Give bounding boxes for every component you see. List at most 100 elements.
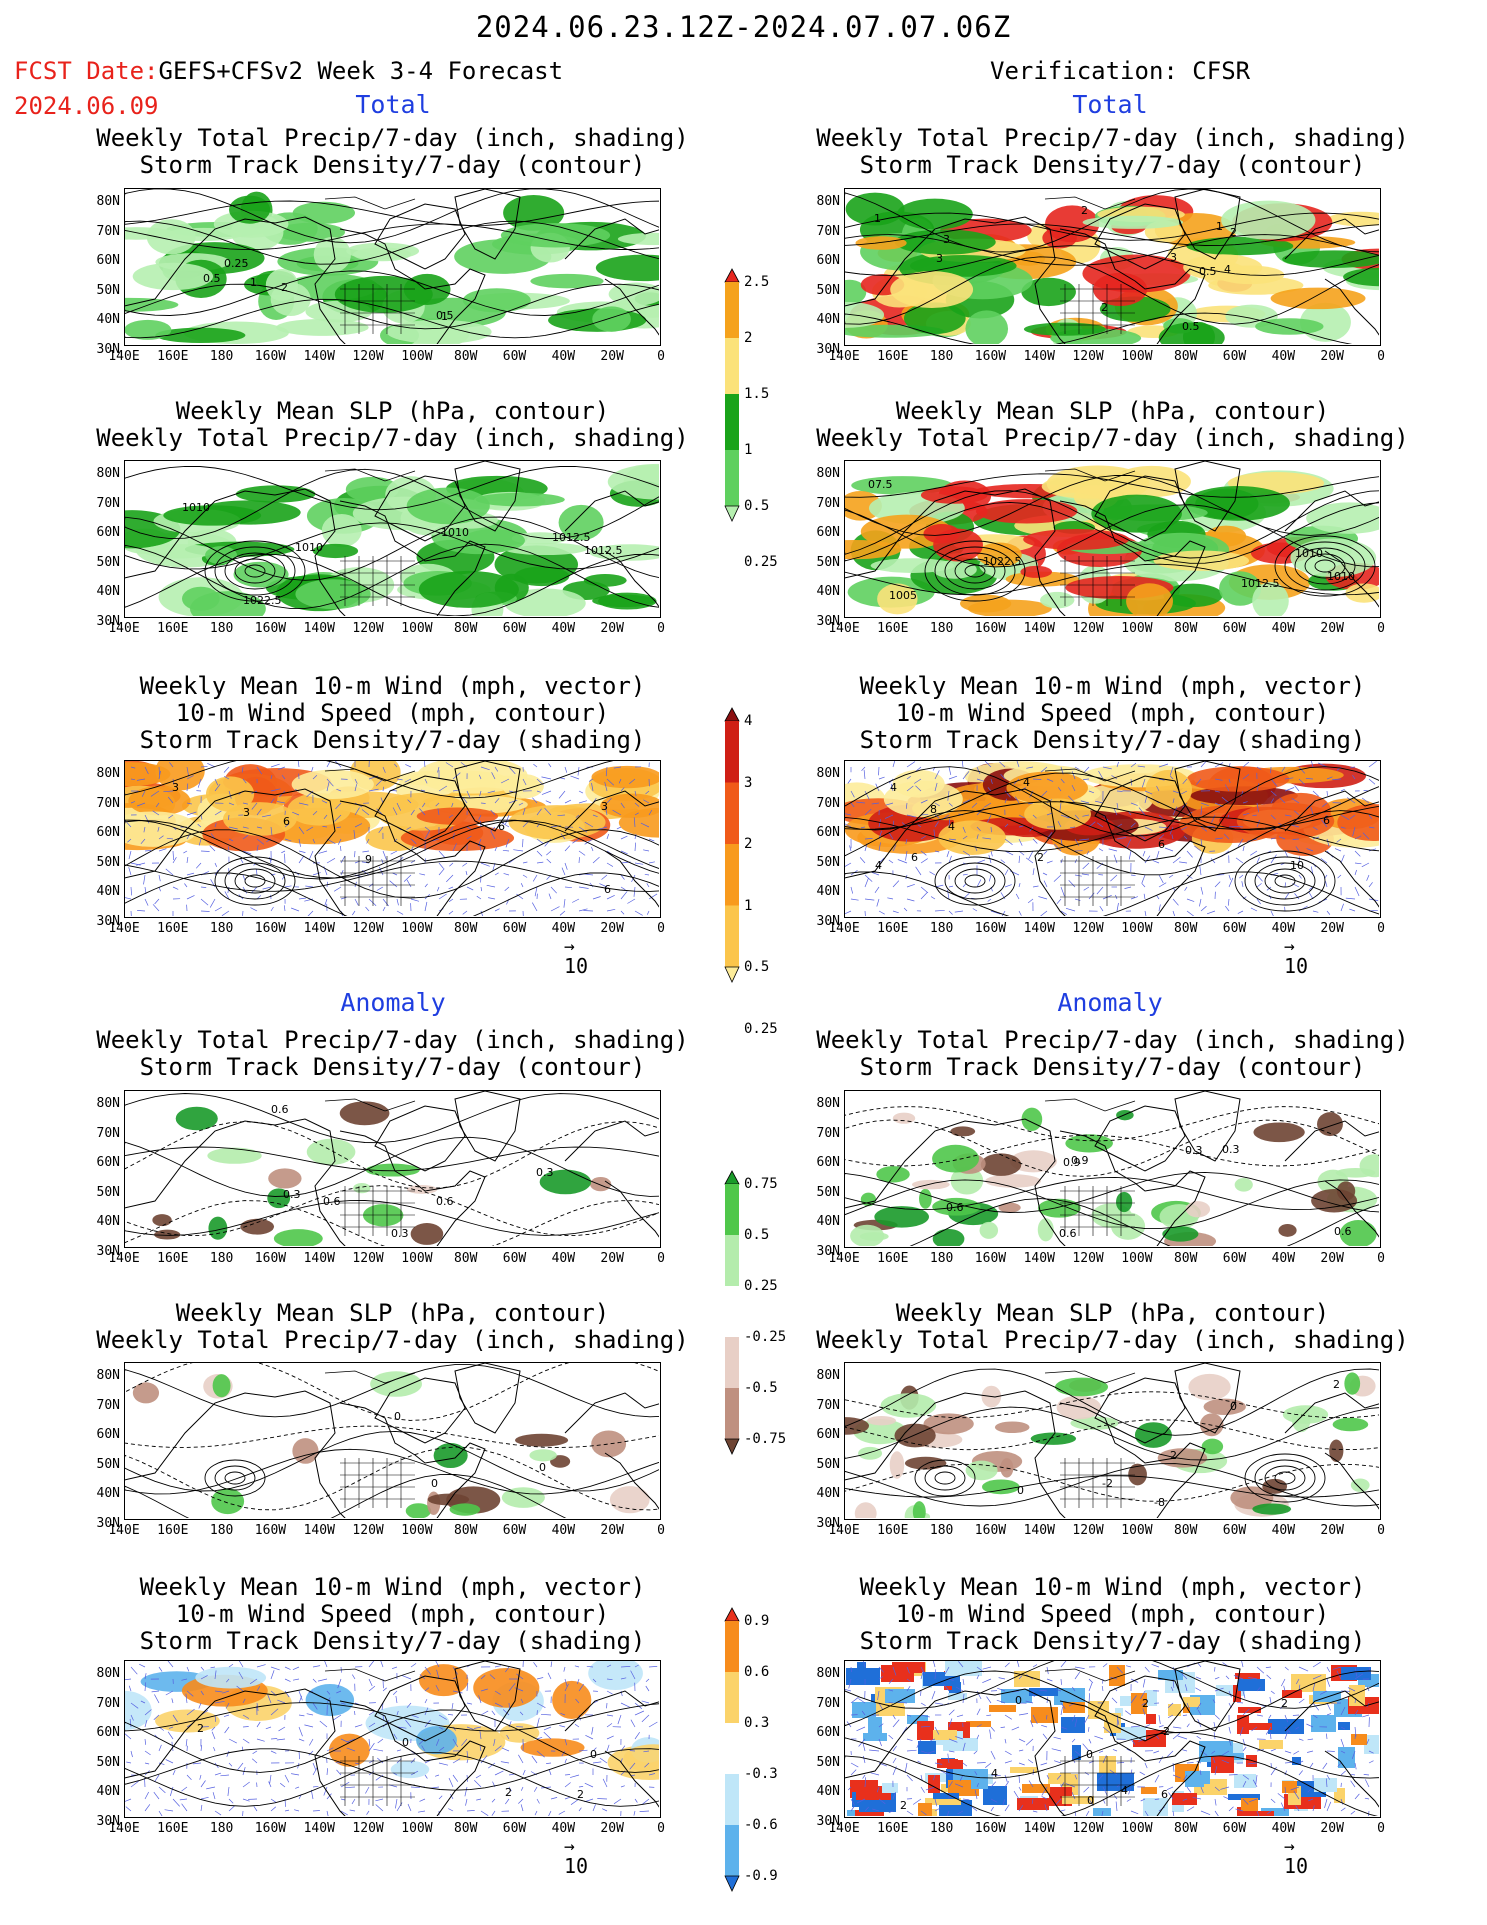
panel-3-contour-label: 1022.5 <box>243 594 282 607</box>
lon-tick-label: 120W <box>1072 1821 1104 1836</box>
lat-tick-label: 80N <box>96 466 120 481</box>
verification-label: Verification: CFSR <box>990 57 1251 85</box>
lat-tick-label: 40N <box>816 312 840 327</box>
panel-8-title-line-2: Storm Track Density/7-day (contour) <box>859 1053 1366 1081</box>
panel-12-contour-label: 2 <box>1142 1697 1149 1710</box>
lon-tick-label: 0 <box>657 1251 665 1266</box>
panel-12-title-line-1: Weekly Mean 10-m Wind (mph, vector) <box>859 1573 1366 1601</box>
panel-11-contour-label: 2 <box>577 1788 584 1801</box>
panel-8-contour-label: 0.3 <box>1222 1143 1240 1156</box>
panel-10-contour-label: 0 <box>1230 1400 1237 1413</box>
lat-tick-label: 70N <box>96 223 120 239</box>
lon-tick-label: 80W <box>453 921 478 936</box>
panel-3-title-line-1: Weekly Mean SLP (hPa, contour) <box>175 397 610 425</box>
lon-tick-label: 160W <box>254 921 287 936</box>
lon-tick-label: 160W <box>974 1821 1007 1836</box>
lat-tick-label: 30N <box>96 1813 120 1829</box>
lat-tick-label: 80N <box>96 1368 120 1383</box>
colorbar-precip_total-label: 0.5 <box>744 498 770 514</box>
panel-8-title-line-1: Weekly Total Precip/7-day (inch, shading… <box>816 1026 1409 1054</box>
lon-tick-label: 0 <box>657 1523 665 1538</box>
lat-tick-label: 40N <box>816 584 840 599</box>
lat-tick-label: 30N <box>816 1813 840 1829</box>
panel-2-contour-label: 3 <box>1170 251 1177 264</box>
lon-tick-label: 180 <box>209 1821 234 1836</box>
lon-tick-label: 120W <box>352 1523 384 1538</box>
lon-tick-label: 0 <box>1377 1523 1385 1538</box>
lat-tick-label: 80N <box>96 766 120 781</box>
lat-tick-label: 30N <box>816 1243 840 1259</box>
lon-tick-label: 160E <box>877 921 909 936</box>
lon-tick-label: 100W <box>1121 1251 1153 1266</box>
section-total-left: Total <box>355 90 431 119</box>
map-panel-11-graphic: 2 0 2 0 2 <box>125 1661 659 1816</box>
map-panel-1: 1 2 0.5 0.5 0.25 1 <box>124 188 661 346</box>
lon-tick-label: 160E <box>157 1821 189 1836</box>
lat-tick-label: 50N <box>816 554 840 570</box>
lon-tick-label: 140E <box>108 1821 140 1836</box>
lat-tick-label: 40N <box>96 884 120 899</box>
lon-tick-label: 120W <box>1072 349 1104 364</box>
lat-tick-label: 60N <box>816 1725 840 1740</box>
vector-reference-value: 10 <box>564 1854 589 1878</box>
lon-tick-label: 140E <box>828 1821 860 1836</box>
panel-9-title-line-2: Weekly Total Precip/7-day (inch, shading… <box>96 1326 689 1354</box>
panel-9-title-line-1: Weekly Mean SLP (hPa, contour) <box>175 1299 610 1327</box>
colorbar-precip_anom-label: -0.25 <box>744 1329 787 1345</box>
lon-tick-label: 60W <box>1222 1523 1247 1538</box>
panel-3-contour-label: 1012.5 <box>584 544 623 557</box>
panel-2-contour-label: 3 <box>936 252 943 265</box>
panel-5-title-line-2: 10-m Wind Speed (mph, contour) <box>175 699 610 727</box>
lon-tick-label: 80W <box>453 1251 478 1266</box>
lat-tick-label: 80N <box>816 1368 840 1383</box>
panel-1-contour-label: 0.25 <box>224 257 249 270</box>
colorbar-precip_anom-label: -0.5 <box>744 1380 778 1396</box>
lat-tick-label: 80N <box>96 1096 120 1111</box>
colorbar-precip_anom <box>724 1170 740 1455</box>
panel-6-contour-label: 4 <box>890 781 897 794</box>
lon-tick-label: 120W <box>352 349 384 364</box>
lon-tick-label: 180 <box>929 621 954 636</box>
panel-2-contour-label: 0.5 <box>1199 265 1217 278</box>
colorbar-precip_total <box>724 268 740 522</box>
panel-10-contour-label: 0 <box>1017 1484 1024 1497</box>
fcst-label-text: FCST Date: <box>14 57 159 85</box>
lat-tick-label: 60N <box>96 1427 120 1442</box>
panel-12-title-line-3: Storm Track Density/7-day (shading) <box>859 1627 1366 1655</box>
lon-tick-label: 140E <box>828 1251 860 1266</box>
lon-tick-label: 140W <box>303 349 335 364</box>
lon-tick-label: 140E <box>108 349 140 364</box>
map-panel-8: 0.6 0.9 0.3 0.9 0.6 0.3 0.6 <box>844 1090 1381 1248</box>
colorbar-storm_anom-label: -0.9 <box>744 1868 778 1884</box>
lat-tick-label: 40N <box>96 1214 120 1229</box>
map-panel-4: 1010 1012.5 1005 1022.5 1010 07.5 <box>844 460 1381 618</box>
lon-tick-label: 160W <box>974 1251 1007 1266</box>
lat-tick-label: 70N <box>96 1397 120 1413</box>
colorbar-storm_total-label: 4 <box>744 713 753 729</box>
panel-12-contour-label: 4 <box>1121 1784 1128 1797</box>
panel-12-contour-label: 0 <box>1086 1748 1093 1761</box>
lon-tick-label: 160W <box>974 621 1007 636</box>
lon-tick-label: 140E <box>108 621 140 636</box>
lon-tick-label: 60W <box>502 621 527 636</box>
lon-tick-label: 40W <box>551 349 576 364</box>
arrow-icon: → <box>564 1836 575 1857</box>
panel-6-title-line-3: Storm Track Density/7-day (shading) <box>859 726 1366 754</box>
lon-tick-label: 20W <box>1320 1821 1344 1836</box>
lon-tick-label: 160W <box>254 621 287 636</box>
lon-tick-label: 80W <box>453 1523 478 1538</box>
lat-tick-label: 30N <box>816 1515 840 1531</box>
panel-10-contour-label: 2 <box>1170 1449 1177 1462</box>
lon-tick-label: 0 <box>1377 1821 1385 1836</box>
lat-tick-label: 50N <box>816 1184 840 1200</box>
vector-reference-value: 10 <box>1284 1854 1309 1878</box>
panel-6-contour-label: 6 <box>911 851 918 864</box>
section-anomaly-left: Anomaly <box>340 988 446 1017</box>
colorbar-precip_total-label: 2 <box>744 330 753 346</box>
panel-8-contour-label: 0.3 <box>1185 1144 1203 1157</box>
lon-tick-label: 120W <box>352 1821 384 1836</box>
lon-tick-label: 40W <box>551 1821 576 1836</box>
panel-1-contour-label: 1 <box>250 276 257 289</box>
lon-tick-label: 160E <box>157 349 189 364</box>
lon-tick-label: 160E <box>877 349 909 364</box>
